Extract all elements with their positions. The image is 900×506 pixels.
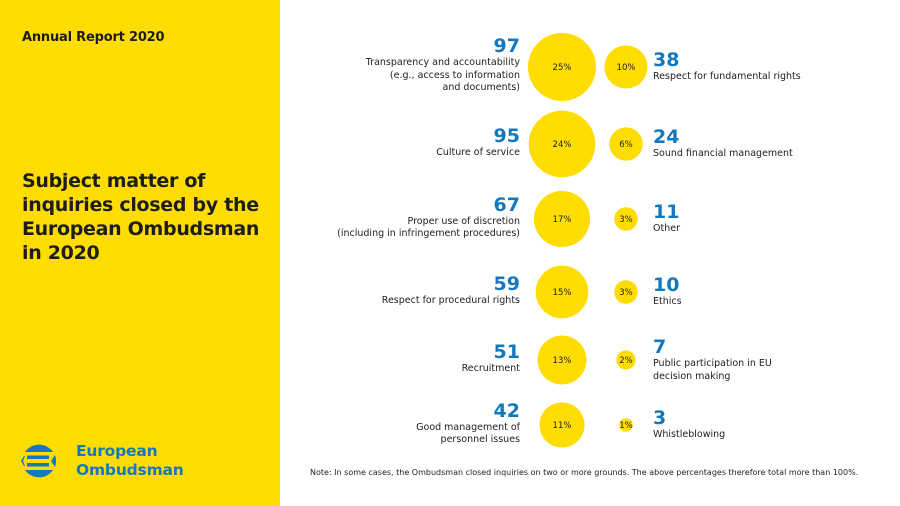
right-bubble: 3% xyxy=(614,280,638,304)
bubble-percent-label: 2% xyxy=(619,356,633,366)
right-bubble: 6% xyxy=(609,127,643,161)
bubble-percent-label: 10% xyxy=(617,63,636,73)
title-line: European Ombudsman xyxy=(22,218,260,240)
bubble-percent-label: 3% xyxy=(619,288,633,298)
right-count: 3 xyxy=(653,407,667,429)
bubble-circle xyxy=(533,190,591,248)
logo-line: Ombudsman xyxy=(76,461,184,479)
right-label-line: Respect for fundamental rights xyxy=(653,71,801,82)
right-label-line: Sound financial management xyxy=(653,148,793,159)
bubble-percent-label: 11% xyxy=(553,421,572,431)
bubble-percent-label: 15% xyxy=(553,288,572,298)
left-count: 97 xyxy=(493,35,520,58)
left-panel: Annual Report 2020 Subject matter of inq… xyxy=(0,0,280,506)
right-bubble: 1% xyxy=(619,418,633,432)
left-bubble: 24% xyxy=(528,110,596,178)
title-line: Subject matter of xyxy=(22,170,206,192)
bubble-percent-label: 24% xyxy=(553,140,572,150)
right-label-line: Public participation in EU xyxy=(653,358,772,369)
bubble-percent-label: 6% xyxy=(619,140,633,150)
bubble-chart: 25% 24% 17% 15% 13% 11% 10% 6% 3% 3% 2% 1% Note: In… xyxy=(280,0,900,506)
left-label-line: and documents) xyxy=(442,82,520,94)
bubble-circle xyxy=(537,335,587,385)
left-count: 95 xyxy=(493,124,520,147)
bubble-percent-label: 1% xyxy=(619,421,633,431)
european-ombudsman-logo-icon xyxy=(21,444,57,478)
right-bubble: 3% xyxy=(614,207,638,231)
bubble-circle xyxy=(539,402,585,448)
left-label-line: Good management of xyxy=(416,421,520,433)
bubble-circle xyxy=(604,45,648,89)
bubble-circle xyxy=(528,110,596,178)
left-label-line: Culture of service xyxy=(436,146,520,158)
right-label-line: Whistleblowing xyxy=(653,429,726,440)
left-bubble: 11% xyxy=(539,402,585,448)
left-count: 67 xyxy=(493,193,520,216)
left-bubble: 25% xyxy=(528,33,596,101)
left-label-line: Proper use of discretion xyxy=(407,215,520,227)
left-count: 42 xyxy=(493,399,520,422)
right-count: 11 xyxy=(653,201,680,223)
bubble-chart-svg: 25% 24% 17% 15% 13% 11% 10% 6% 3% 3% 2% 1% xyxy=(528,33,648,448)
left-label-line: Recruitment xyxy=(461,362,520,374)
left-label-line: (e.g., access to information xyxy=(389,69,520,81)
page-title: Subject matter of inquiries closed by th… xyxy=(22,169,272,265)
left-bubble: 17% xyxy=(533,190,591,248)
bubble-circle xyxy=(528,33,596,101)
left-label-line: Respect for procedural rights xyxy=(381,294,520,306)
logo-text: European Ombudsman xyxy=(76,442,184,480)
logo-line: European xyxy=(76,442,158,460)
right-count: 24 xyxy=(653,126,680,148)
logo: European Ombudsman xyxy=(18,440,184,482)
left-bubble: 13% xyxy=(537,335,587,385)
bubble-circle xyxy=(616,350,636,370)
bubble-percent-label: 17% xyxy=(553,215,572,225)
bubble-circle xyxy=(535,265,589,319)
bubble-percent-label: 13% xyxy=(553,356,572,366)
left-label-line: (including in infringement procedures) xyxy=(337,228,520,239)
bubble-percent-label: 25% xyxy=(553,63,572,73)
right-label-line: Ethics xyxy=(653,296,682,307)
title-line: in 2020 xyxy=(22,242,100,264)
left-label-line: personnel issues xyxy=(440,434,520,445)
right-bubble: 2% xyxy=(616,350,636,370)
right-bubble: 10% xyxy=(604,45,648,89)
right-count: 38 xyxy=(653,49,680,71)
report-label: Annual Report 2020 xyxy=(22,30,165,45)
title-line: inquiries closed by the xyxy=(22,194,259,216)
bubble-circle xyxy=(614,280,638,304)
right-label-line: Other xyxy=(653,223,680,234)
right-count: 10 xyxy=(653,274,680,296)
bubble-circle xyxy=(609,127,643,161)
right-label-line: decision making xyxy=(653,370,731,382)
footnote: Note: In some cases, the Ombudsman close… xyxy=(310,468,859,477)
bubble-percent-label: 3% xyxy=(619,215,633,225)
left-bubble: 15% xyxy=(535,265,589,319)
bubble-circle xyxy=(619,418,633,432)
right-count: 7 xyxy=(653,336,667,358)
left-count: 51 xyxy=(493,340,520,363)
left-label-line: Transparency and accountability xyxy=(365,57,520,69)
left-count: 59 xyxy=(493,272,520,295)
bubble-circle xyxy=(614,207,638,231)
